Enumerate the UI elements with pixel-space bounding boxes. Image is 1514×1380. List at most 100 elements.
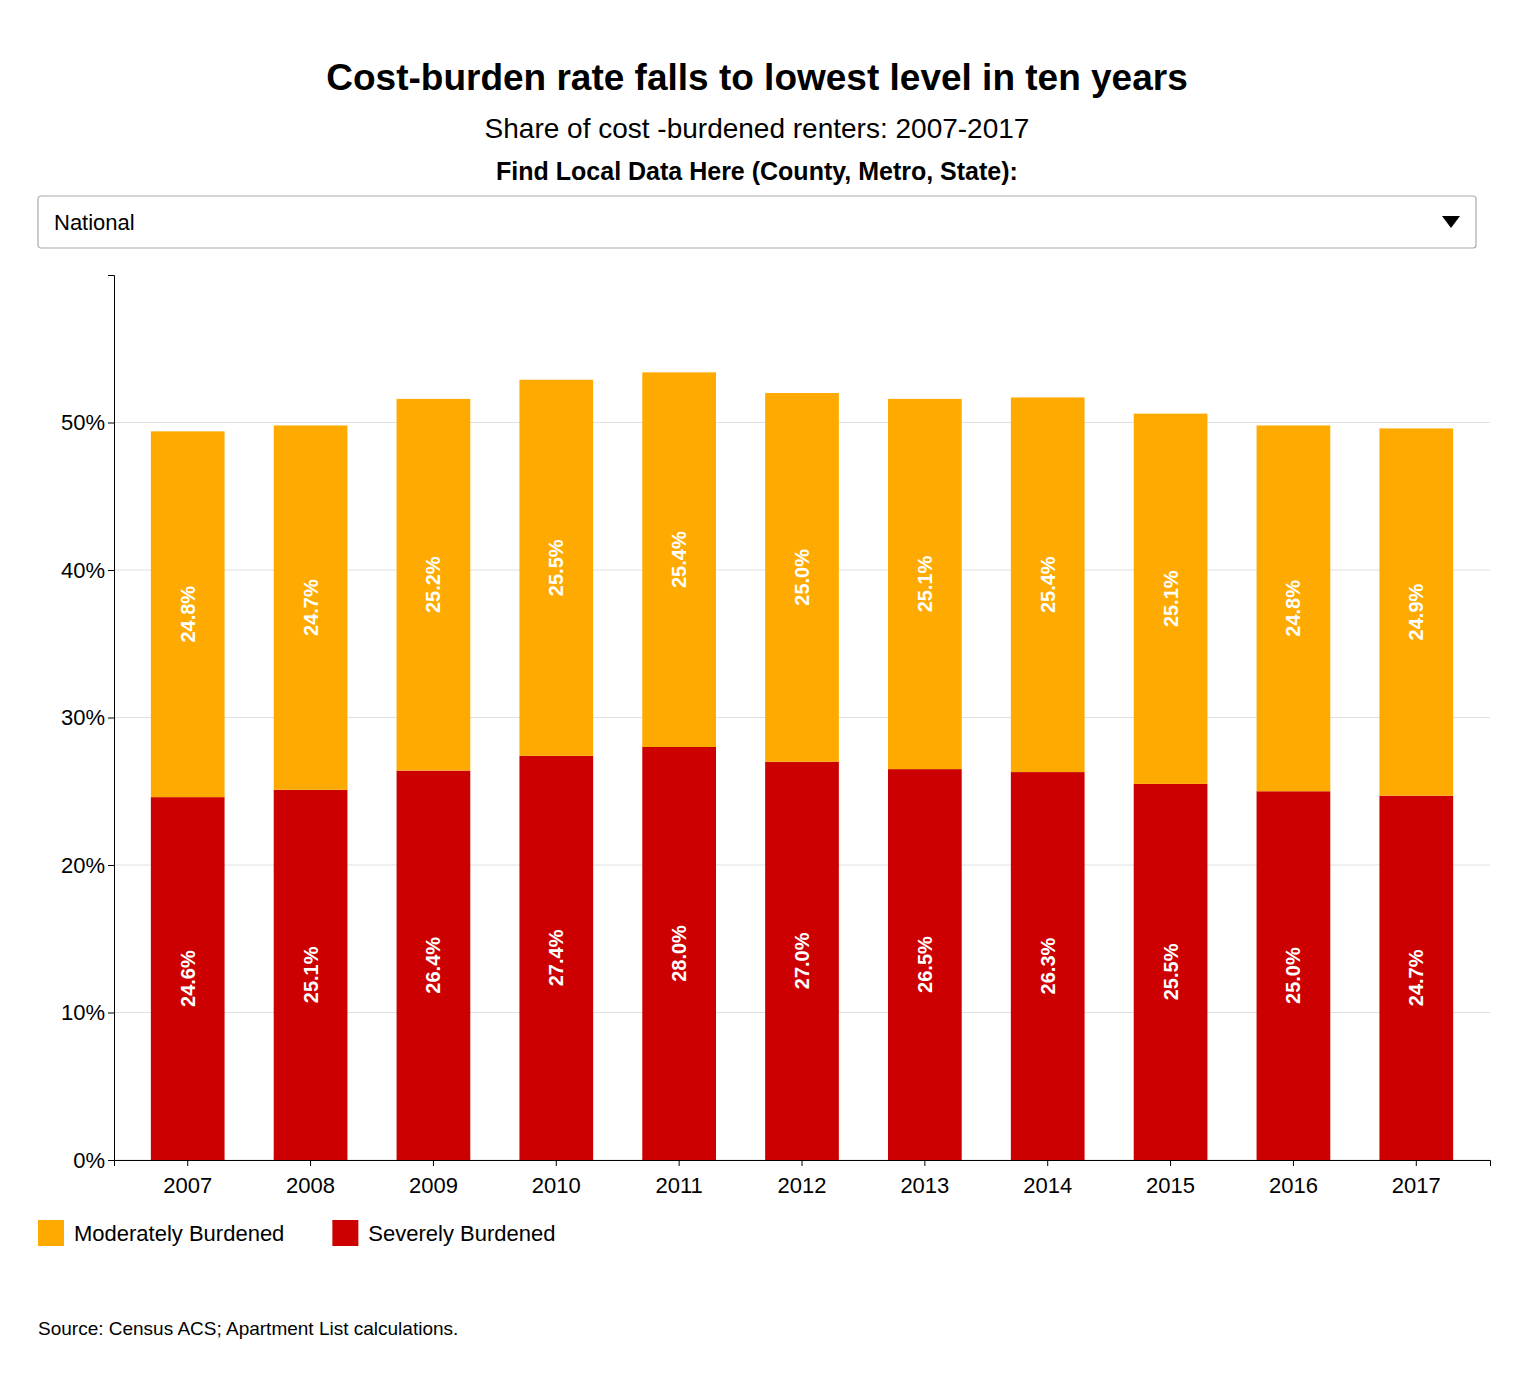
y-tick-mark bbox=[108, 865, 114, 866]
x-tick: 2015 bbox=[1146, 1160, 1195, 1198]
x-tick-label: 2007 bbox=[163, 1173, 212, 1198]
data-label: 25.1% bbox=[1160, 570, 1182, 627]
y-tick-mark bbox=[108, 1013, 114, 1014]
data-label: 24.6% bbox=[177, 950, 199, 1007]
data-labels: 24.6%25.1%26.4%27.4%28.0%27.0%26.5%26.3%… bbox=[177, 531, 1428, 1007]
x-tick-label: 2016 bbox=[1269, 1173, 1318, 1198]
find-local-text: Find Local Data Here (County, Metro, Sta… bbox=[496, 157, 1018, 185]
y-tick-mark bbox=[108, 423, 114, 424]
bar bbox=[765, 762, 839, 1160]
legend-item: Severely Burdened bbox=[332, 1220, 555, 1246]
x-tick: 2017 bbox=[1392, 1160, 1441, 1198]
data-label: 25.4% bbox=[668, 531, 690, 588]
x-tick-mark bbox=[679, 1160, 680, 1166]
bar bbox=[1134, 784, 1208, 1160]
bar bbox=[888, 769, 962, 1160]
y-tick: 20% bbox=[61, 853, 114, 878]
title: Cost-burden rate falls to lowest level i… bbox=[326, 57, 1188, 98]
legend-swatch bbox=[332, 1220, 358, 1246]
dropdown[interactable]: National bbox=[38, 196, 1476, 248]
y-tick-label: 40% bbox=[61, 558, 105, 583]
bar bbox=[519, 756, 593, 1160]
legend: Moderately Burdened Severely Burdened bbox=[38, 1220, 555, 1246]
data-label: 25.1% bbox=[300, 946, 322, 1003]
bar bbox=[397, 399, 471, 771]
x-tick: 2010 bbox=[532, 1160, 581, 1198]
x-tick-mark bbox=[433, 1160, 434, 1166]
x-tick-label: 2010 bbox=[532, 1173, 581, 1198]
bar bbox=[1134, 414, 1208, 784]
legend-item: Moderately Burdened bbox=[38, 1220, 284, 1246]
x-tick-label: 2008 bbox=[286, 1173, 335, 1198]
x-tick: 2011 bbox=[655, 1160, 702, 1198]
data-label: 24.7% bbox=[300, 579, 322, 636]
x-tick: 2013 bbox=[900, 1160, 949, 1198]
bar bbox=[1011, 397, 1085, 772]
data-label: 27.4% bbox=[545, 929, 567, 986]
data-label: 25.4% bbox=[1037, 556, 1059, 613]
x-axis-line bbox=[115, 1161, 1491, 1167]
x-tick-mark bbox=[310, 1160, 311, 1166]
data-label: 26.4% bbox=[422, 937, 444, 994]
data-label: 24.9% bbox=[1405, 583, 1427, 640]
x-tick-label: 2011 bbox=[655, 1173, 702, 1198]
y-tick: 10% bbox=[61, 1000, 114, 1025]
chart: Cost-burden rate falls to lowest level i… bbox=[0, 0, 1514, 1380]
x-axis: 2007200820092010201120122013201420152016… bbox=[115, 1160, 1491, 1198]
bar bbox=[1379, 796, 1453, 1160]
bar bbox=[1257, 791, 1331, 1160]
y-tick-mark bbox=[108, 1160, 114, 1161]
y-tick-label: 10% bbox=[61, 1000, 105, 1025]
y-tick-mark bbox=[108, 570, 114, 571]
x-tick-mark bbox=[1293, 1160, 1294, 1166]
x-tick-label: 2013 bbox=[900, 1173, 949, 1198]
data-label: 28.0% bbox=[668, 925, 690, 982]
y-axis: 0%10%20%30%40%50% bbox=[61, 276, 115, 1173]
dropdown-label[interactable]: National bbox=[54, 210, 135, 235]
data-label: 25.1% bbox=[914, 555, 936, 612]
bar bbox=[397, 771, 471, 1160]
dropdown-box[interactable] bbox=[38, 196, 1476, 248]
x-tick-label: 2009 bbox=[409, 1173, 458, 1198]
data-label: 25.5% bbox=[1160, 943, 1182, 1000]
bar bbox=[274, 425, 348, 789]
x-tick-mark bbox=[924, 1160, 925, 1166]
bar bbox=[1011, 772, 1085, 1160]
y-tick-label: 50% bbox=[61, 410, 105, 435]
y-tick-mark bbox=[108, 718, 114, 719]
bar bbox=[765, 393, 839, 762]
x-tick-mark bbox=[187, 1160, 188, 1166]
x-tick: 2016 bbox=[1269, 1160, 1318, 1198]
subtitle: Share of cost -burdened renters: 2007-20… bbox=[485, 113, 1030, 144]
data-label: 25.5% bbox=[545, 539, 567, 596]
legend-label: Severely Burdened bbox=[368, 1221, 555, 1246]
bar bbox=[519, 380, 593, 756]
bar bbox=[1257, 425, 1331, 791]
x-tick-mark bbox=[1170, 1160, 1171, 1166]
data-label: 25.2% bbox=[422, 556, 444, 613]
x-tick-label: 2012 bbox=[778, 1173, 827, 1198]
data-label: 25.0% bbox=[791, 549, 813, 606]
y-tick: 50% bbox=[61, 410, 114, 435]
y-tick-label: 0% bbox=[73, 1148, 105, 1173]
data-label: 27.0% bbox=[791, 932, 813, 989]
x-tick-label: 2017 bbox=[1392, 1173, 1441, 1198]
y-tick: 40% bbox=[61, 558, 114, 583]
y-tick: 0% bbox=[73, 1148, 114, 1173]
legend-label: Moderately Burdened bbox=[74, 1221, 284, 1246]
x-tick: 2009 bbox=[409, 1160, 458, 1198]
y-axis-line bbox=[108, 276, 115, 1161]
x-tick: 2008 bbox=[286, 1160, 335, 1198]
bar bbox=[642, 372, 716, 747]
bar bbox=[642, 747, 716, 1160]
bars bbox=[151, 372, 1453, 1160]
data-label: 24.8% bbox=[1282, 580, 1304, 637]
x-tick: 2007 bbox=[163, 1160, 212, 1198]
bar bbox=[151, 797, 225, 1160]
y-tick-label: 20% bbox=[61, 853, 105, 878]
dropdown-arrow[interactable] bbox=[1442, 216, 1460, 228]
legend-swatch bbox=[38, 1220, 64, 1246]
x-tick: 2012 bbox=[778, 1160, 827, 1198]
bar bbox=[1379, 428, 1453, 795]
bar bbox=[274, 790, 348, 1160]
